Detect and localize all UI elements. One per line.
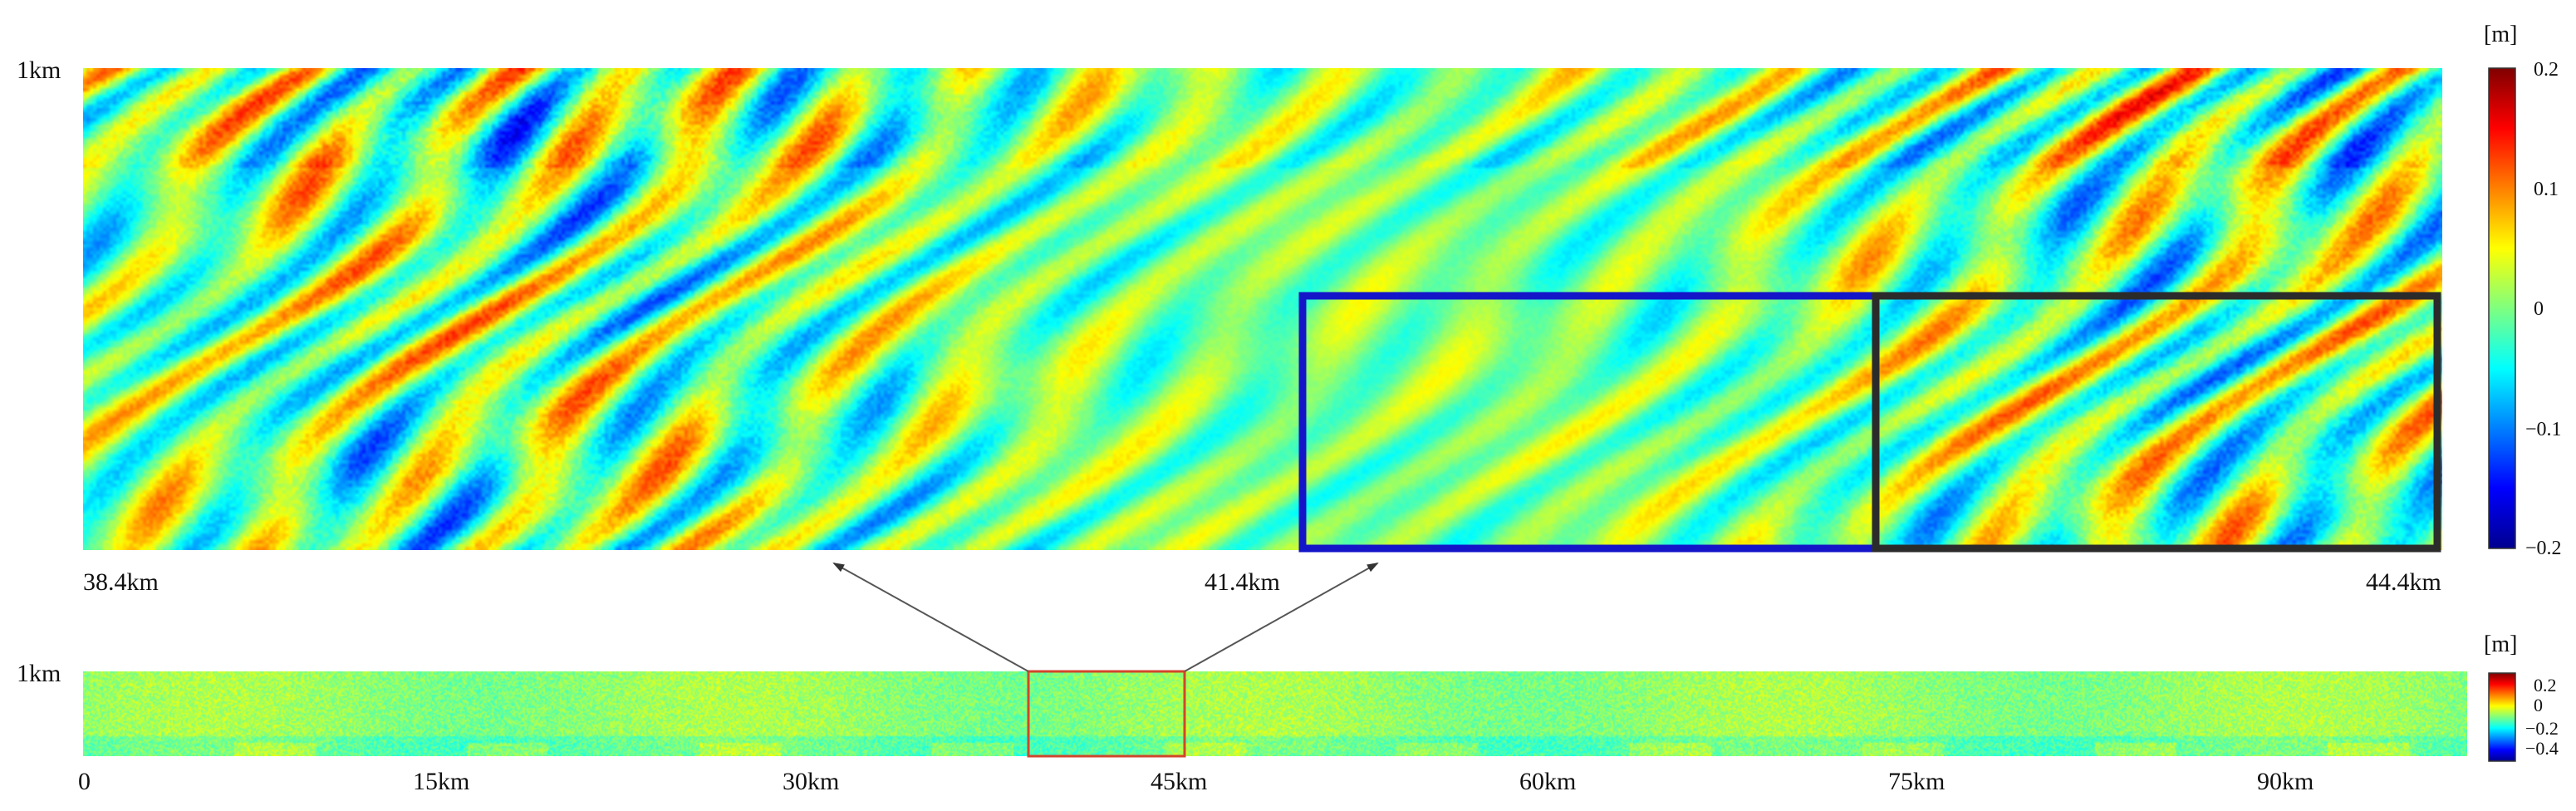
overview-heatmap (83, 671, 2467, 756)
overview-x-tick-3: 45km (1151, 768, 1208, 795)
overview-colorbar-tick-3: −0.4 (2525, 738, 2559, 759)
detail-x-tick-1: 41.4km (1205, 568, 1280, 596)
zoom-arrow-right (1184, 563, 1379, 672)
detail-colorbar-tick-2: 0 (2534, 298, 2544, 320)
detail-x-tick-0: 38.4km (83, 568, 159, 596)
overview-heatmap-image (83, 671, 2467, 756)
detail-heatmap (83, 68, 2442, 550)
overview-y-label-top: 1km (17, 660, 61, 687)
overview-colorbar-tick-1: 0 (2534, 695, 2543, 715)
overview-x-tick-1: 15km (413, 768, 470, 795)
detail-colorbar-tick-0: 0.2 (2534, 59, 2559, 81)
overview-colorbar-unit: [m] (2484, 632, 2518, 657)
detail-colorbar (2488, 67, 2516, 549)
detail-highlight-box-black (1872, 292, 2441, 553)
overview-highlight-span (1027, 670, 1186, 758)
overview-colorbar-tick-2: −0.2 (2525, 718, 2559, 739)
overview-x-tick-5: 75km (1888, 768, 1945, 795)
overview-colorbar (2488, 672, 2516, 762)
overview-x-tick-4: 60km (1519, 768, 1577, 795)
overview-x-tick-2: 30km (783, 768, 840, 795)
detail-heatmap-image (83, 68, 2442, 550)
detail-x-tick-2: 44.4km (2366, 568, 2441, 596)
detail-y-label-top: 1km (17, 57, 61, 84)
detail-colorbar-tick-1: 0.1 (2534, 179, 2559, 200)
detail-colorbar-unit: [m] (2484, 22, 2518, 47)
overview-colorbar-tick-0: 0.2 (2534, 675, 2557, 695)
overview-x-tick-6: 90km (2257, 768, 2314, 795)
zoom-arrow-left (832, 563, 1029, 672)
overview-x-tick-0: 0 (78, 768, 91, 795)
detail-colorbar-tick-3: −0.1 (2525, 419, 2562, 440)
detail-colorbar-tick-4: −0.2 (2525, 538, 2562, 559)
